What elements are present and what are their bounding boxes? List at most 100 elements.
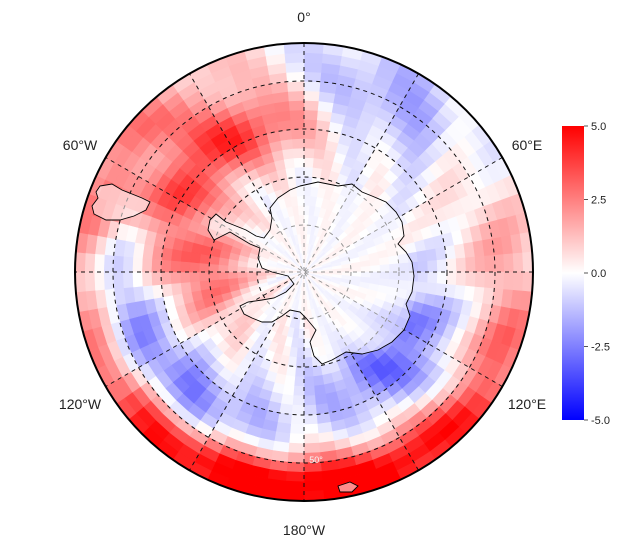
field-cell [170,282,183,296]
field-cell [512,252,524,273]
field-cell [290,414,305,426]
field-cell [294,366,305,378]
field-cell [217,264,229,273]
field-cell [436,259,448,273]
field-cell [287,80,305,92]
field-cell [303,71,322,83]
field-cell [303,338,312,349]
field-cell [303,147,316,159]
field-cell [446,258,458,273]
colorbar-tick-label: 5.0 [591,121,606,133]
field-cell [465,256,477,273]
field-cell [278,403,293,415]
field-cell [289,423,305,435]
field-cell [427,260,438,273]
island [337,481,359,493]
field-cell [303,471,323,483]
field-cell [112,271,124,289]
field-cell [170,248,183,262]
longitude-label-0: 0° [297,9,310,25]
field-cell [493,271,505,290]
field-cell [290,118,305,130]
colorbar-gradient [562,126,584,420]
field-cell [296,347,305,359]
field-cell [103,271,115,290]
field-cell [287,452,305,464]
field-cell [303,138,316,149]
field-cell [150,258,162,273]
field-cell [474,255,486,273]
field-cell [179,271,191,284]
colorbar-tick-label: 0.0 [591,268,606,280]
colorbar-tick-label: -2.5 [591,342,610,354]
field-cell [427,271,438,284]
longitude-label-60e: 60°E [512,137,543,153]
field-cell [503,271,515,291]
field-cell [303,90,321,102]
colorbar: 5.0 2.5 0.0 -2.5 -5.0 [562,121,610,427]
field-cell [287,442,305,454]
field-cell [292,138,305,149]
field-cell [303,366,314,378]
field-cell [122,255,134,273]
field-cell [199,279,211,291]
field-cell [198,271,210,282]
field-cell [103,254,115,273]
longitude-label-60w: 60°W [63,137,98,153]
field-cell [291,404,305,416]
field-cell [303,157,315,168]
field-cell [160,259,172,273]
field-cell [314,393,328,406]
field-cell [180,250,192,263]
field-cell [303,414,318,426]
field-cell [189,280,201,293]
field-cell [283,157,296,169]
field-cell [446,271,458,286]
field-cell [208,271,219,281]
field-cell [455,257,467,273]
field-cell [303,347,312,359]
field-cell [512,271,524,292]
field-cell [303,395,316,406]
field-cell [246,271,257,278]
field-cell [292,385,305,397]
field-cell [303,442,321,454]
field-cell [295,357,305,368]
field-cell [465,271,477,288]
field-cell [131,271,143,288]
field-cell [141,257,153,273]
field-cell [484,271,496,289]
field-cell [280,393,294,406]
field-cell [282,384,295,396]
field-cell [303,490,325,501]
field-cell [160,271,172,285]
colorbar-tick-label: 2.5 [591,195,606,207]
field-cell [227,277,239,286]
field-cell [75,271,86,293]
field-cell [294,166,305,178]
field-cell [208,263,219,273]
field-cell [416,281,428,294]
field-cell [313,384,326,396]
field-cell [292,395,305,406]
south-america-coastline [91,183,151,221]
field-cell [417,260,429,273]
field-cell [282,148,295,160]
field-cell [312,375,325,387]
field-cell [285,167,297,179]
field-cell [217,271,229,280]
field-cell [280,138,294,151]
field-cell [284,480,305,492]
field-cell [303,128,317,140]
field-cell [303,52,324,64]
field-cell [141,271,153,287]
field-cell [227,271,238,280]
field-cell [170,260,181,273]
field-cell [288,433,305,445]
field-cell [236,271,248,279]
field-cell [303,357,313,368]
field-cell [293,376,305,387]
longitude-label-120w: 120°W [59,396,102,412]
field-cell [170,271,181,284]
